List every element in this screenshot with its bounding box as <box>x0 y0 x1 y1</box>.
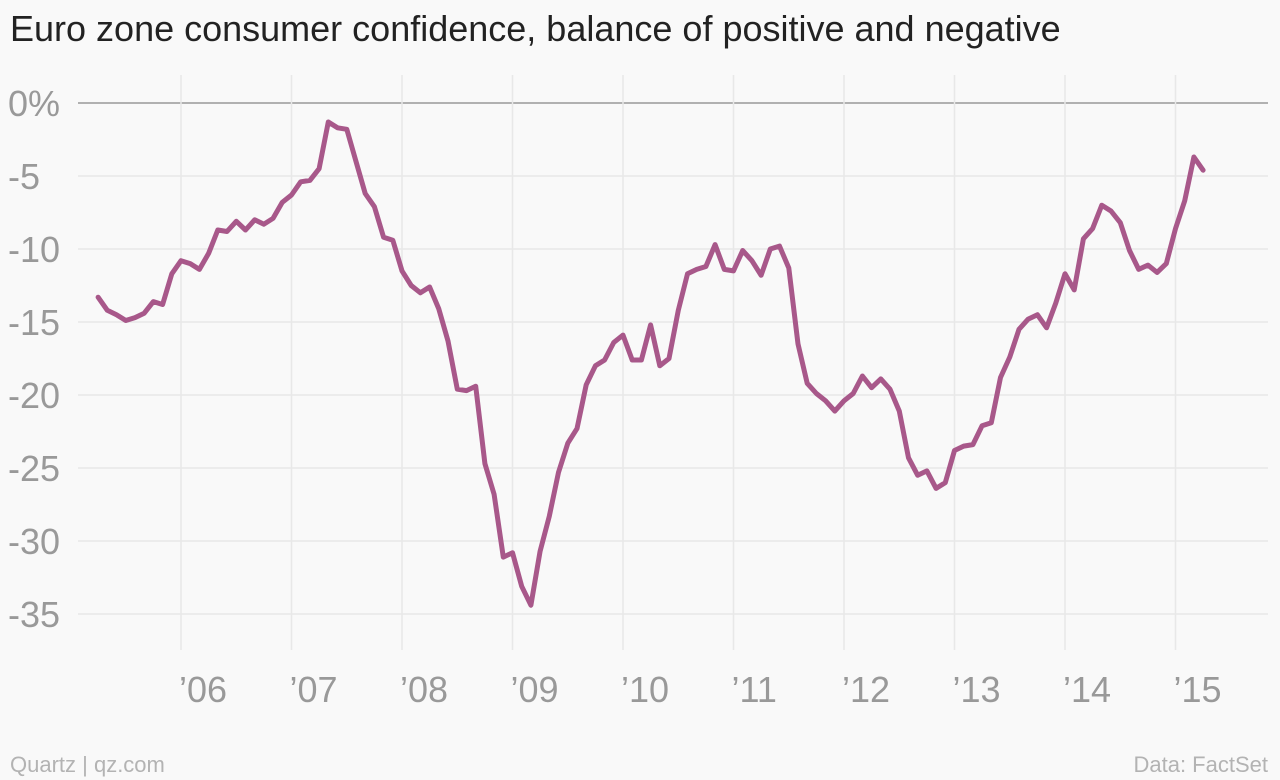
x-tick-label: ’13 <box>953 669 1001 710</box>
y-tick-label: -30 <box>8 521 60 562</box>
y-tick-label: -15 <box>8 302 60 343</box>
y-tick-label: -5 <box>8 156 40 197</box>
x-tick-label: ’08 <box>400 669 448 710</box>
tick-label-layer: 0% -5 -10 -15 -20 -25 -30 -35 ’06 ’07 ’08 ’09 ’10 ’11… <box>8 83 1222 710</box>
x-tick-label: ’15 <box>1174 669 1222 710</box>
y-tick-label: -20 <box>8 375 60 416</box>
y-tick-label: -35 <box>8 594 60 635</box>
y-tick-label: 0% <box>8 83 60 124</box>
x-tick-label: ’12 <box>842 669 890 710</box>
source-credit: Quartz | qz.com <box>10 752 165 777</box>
x-tick-label: ’14 <box>1063 669 1111 710</box>
series-layer <box>95 119 1206 608</box>
y-tick-label: -25 <box>8 448 60 489</box>
y-tick-label: -10 <box>8 229 60 270</box>
series-line <box>95 119 1206 608</box>
x-tick-label: ’09 <box>511 669 559 710</box>
data-source: Data: FactSet <box>1133 752 1268 777</box>
chart-title: Euro zone consumer confidence, balance o… <box>10 8 1061 49</box>
x-tick-label: ’10 <box>621 669 669 710</box>
x-tick-label: ’06 <box>179 669 227 710</box>
x-tick-label: ’07 <box>290 669 338 710</box>
x-tick-label: ’11 <box>732 669 777 710</box>
grid-layer <box>78 75 1268 650</box>
